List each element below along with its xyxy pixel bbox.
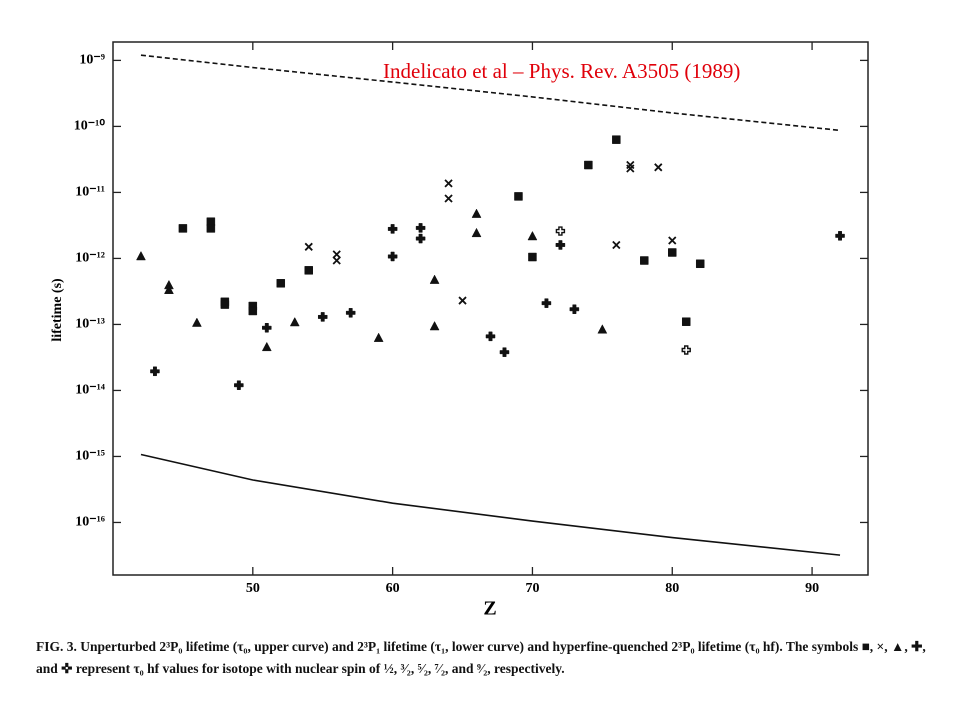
y-tick-label: 10⁻¹⁰: [74, 119, 106, 134]
y-tick-label: 10⁻¹⁴: [75, 383, 106, 398]
data-point: [332, 250, 341, 259]
data-point: [415, 223, 426, 233]
data-point: [261, 341, 272, 352]
data-point: [626, 164, 635, 173]
figure-caption: FIG. 3. Unperturbed 2³P₀ lifetime (τ₀, u…: [36, 639, 926, 676]
data-point: [681, 345, 691, 355]
data-point: [835, 231, 845, 241]
data-point: [429, 274, 440, 284]
y-axis-label: lifetime (s): [50, 278, 65, 342]
data-point: [569, 304, 580, 314]
data-point: [304, 242, 313, 251]
y-tick-label: 10⁻⁹: [79, 53, 105, 68]
data-point: [471, 208, 482, 218]
x-tick-label: 50: [246, 581, 260, 596]
annotation: Indelicato et al – Phys. Rev. A3505 (198…: [383, 59, 740, 83]
data-point: [612, 135, 621, 144]
data-point: [373, 332, 384, 342]
data-point: [584, 160, 593, 170]
data-point: [527, 230, 538, 241]
y-tick-label: 10⁻¹²: [75, 251, 105, 266]
data-point: [304, 266, 313, 275]
data-point: [597, 324, 608, 334]
data-point: [136, 250, 146, 261]
y-tick-label: 10⁻¹⁵: [75, 449, 105, 464]
data-point: [485, 331, 496, 342]
y-tick-label: 10⁻¹⁶: [75, 515, 105, 530]
data-point: [415, 233, 426, 244]
x-tick-label: 70: [525, 581, 539, 596]
data-point: [444, 179, 453, 188]
data-point: [317, 312, 328, 322]
data-point: [444, 194, 453, 203]
data-point: [262, 323, 272, 333]
upper-curve: [140, 54, 841, 132]
data-point: [345, 308, 356, 318]
data-point: [695, 259, 705, 269]
data-point: [289, 316, 300, 327]
data-point: [555, 226, 566, 236]
data-point: [541, 298, 552, 308]
data-point: [387, 224, 398, 234]
y-tick-label: 10⁻¹³: [75, 317, 105, 332]
data-point: [555, 240, 566, 250]
data-point: [471, 227, 482, 238]
chart: Indelicato et al – Phys. Rev. A3505 (198…: [50, 41, 869, 620]
data-point: [164, 284, 174, 294]
data-point: [387, 251, 398, 262]
data-point: [429, 320, 440, 331]
data-point: [234, 380, 244, 390]
data-point: [681, 317, 691, 326]
data-point: [150, 366, 160, 377]
data-point: [248, 306, 258, 316]
data-point: [612, 240, 621, 250]
lower-curve: [140, 453, 841, 556]
x-tick-label: 90: [805, 581, 819, 596]
data-point: [178, 224, 188, 233]
data-point: [332, 256, 341, 265]
data-point: [499, 347, 510, 357]
data-point: [458, 296, 467, 305]
x-axis-label: Z: [483, 598, 496, 620]
data-point: [668, 248, 677, 257]
y-tick-label: 10⁻¹¹: [75, 185, 105, 200]
data-point: [528, 252, 537, 262]
data-point: [654, 163, 663, 172]
data-point: [191, 317, 202, 327]
plot-frame: [112, 41, 869, 576]
x-tick-label: 80: [665, 581, 679, 596]
data-point: [668, 236, 677, 245]
data-point: [514, 192, 523, 201]
x-tick-label: 60: [386, 581, 400, 596]
data-point: [276, 279, 286, 288]
data-point: [220, 300, 230, 309]
data-point: [640, 256, 649, 265]
data-point: [206, 224, 216, 233]
